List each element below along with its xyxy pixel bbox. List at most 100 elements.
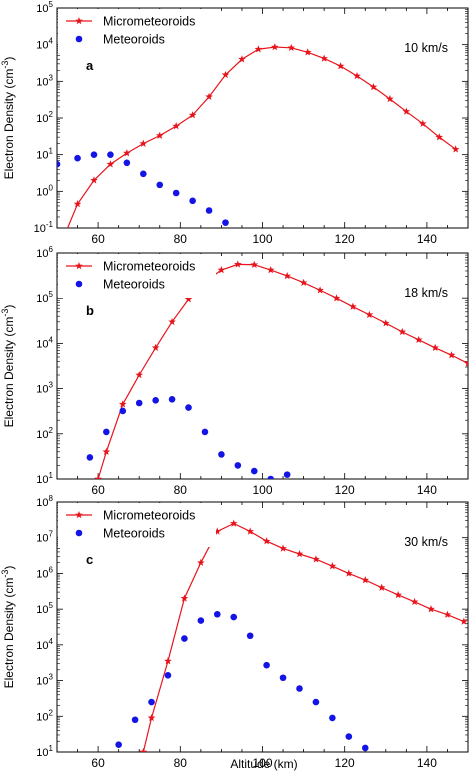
y-tick-label: 103 — [36, 673, 53, 688]
y-tick-label: 104 — [36, 335, 53, 350]
data-point-micrometeoroids — [90, 176, 98, 184]
y-tick-label: 102 — [36, 426, 53, 441]
data-point-meteoroids — [250, 467, 258, 475]
y-tick-label: 108 — [36, 494, 53, 509]
data-point-meteoroids — [57, 160, 61, 168]
data-point-micrometeoroids — [447, 351, 456, 359]
data-point-micrometeoroids — [316, 286, 324, 294]
data-point-meteoroids — [218, 451, 225, 458]
x-tick-label: 80 — [174, 483, 188, 497]
legend-swatch-dot — [75, 35, 83, 43]
legend-label: Meteoroids — [103, 278, 165, 292]
data-point-micrometeoroids — [250, 260, 259, 268]
x-tick-label: 60 — [91, 756, 105, 770]
data-point-micrometeoroids — [118, 400, 127, 408]
data-point-micrometeoroids — [172, 122, 180, 130]
data-point-micrometeoroids — [460, 617, 468, 625]
speed-annotation: 18 km/s — [404, 286, 448, 300]
data-point-micrometeoroids — [320, 54, 328, 62]
data-point-meteoroids — [361, 744, 369, 752]
data-point-micrometeoroids — [262, 537, 271, 545]
data-point-micrometeoroids — [402, 107, 411, 115]
data-point-meteoroids — [283, 471, 291, 478]
data-point-micrometeoroids — [168, 317, 176, 326]
data-point-meteoroids — [140, 170, 147, 178]
plot-area — [57, 43, 460, 228]
data-point-micrometeoroids — [238, 55, 246, 63]
legend-label: Micrometeoroids — [103, 509, 195, 523]
data-point-micrometeoroids — [336, 62, 345, 70]
data-point-meteoroids — [90, 151, 98, 158]
data-point-meteoroids — [222, 219, 229, 226]
data-point-micrometeoroids — [246, 527, 254, 535]
data-point-meteoroids — [119, 407, 127, 415]
speed-annotation: 30 km/s — [404, 535, 448, 549]
data-point-micrometeoroids — [217, 266, 226, 274]
data-point-micrometeoroids — [221, 70, 230, 79]
legend-label: Meteoroids — [103, 527, 165, 541]
x-tick-label: 100 — [252, 756, 272, 770]
data-point-meteoroids — [205, 207, 213, 214]
data-point-micrometeoroids — [73, 200, 82, 208]
data-point-micrometeoroids — [361, 576, 370, 584]
plot-frame — [56, 252, 469, 480]
data-point-meteoroids — [263, 661, 270, 669]
data-point-micrometeoroids — [382, 319, 390, 327]
data-point-micrometeoroids — [443, 610, 452, 618]
data-point-meteoroids — [74, 154, 81, 162]
data-point-meteoroids — [152, 397, 159, 404]
data-point-micrometeoroids — [295, 550, 304, 558]
data-point-micrometeoroids — [435, 133, 444, 141]
x-axis-label: Altitude (km) — [230, 757, 297, 771]
data-point-micrometeoroids — [279, 544, 287, 552]
data-point-micrometeoroids — [283, 271, 291, 280]
data-point-micrometeoroids — [234, 260, 242, 268]
data-point-meteoroids — [107, 151, 114, 158]
data-point-micrometeoroids — [229, 519, 238, 527]
panel-label: a — [86, 58, 94, 73]
data-point-micrometeoroids — [147, 713, 156, 722]
data-point-meteoroids — [246, 632, 254, 640]
plot-frame — [56, 7, 469, 229]
y-tick-label: 102 — [36, 110, 53, 125]
data-point-meteoroids — [329, 714, 336, 722]
y-tick-label: 106 — [36, 565, 53, 580]
series-line-micrometeoroids — [97, 263, 468, 479]
y-tick-label: 10-1 — [34, 220, 54, 235]
data-point-micrometeoroids — [377, 583, 386, 591]
data-point-meteoroids — [213, 610, 221, 618]
x-tick-label: 60 — [91, 232, 105, 246]
data-point-micrometeoroids — [188, 111, 197, 119]
x-tick-label: 100 — [252, 483, 272, 497]
data-point-micrometeoroids — [431, 343, 439, 352]
y-tick-label: 101 — [36, 147, 53, 162]
data-point-micrometeoroids — [102, 447, 111, 456]
x-tick-label: 140 — [417, 756, 437, 770]
data-point-meteoroids — [115, 741, 122, 749]
data-point-meteoroids — [148, 698, 155, 706]
y-tick-label: 105 — [36, 290, 53, 305]
data-point-micrometeoroids — [353, 71, 361, 80]
y-tick-label: 103 — [36, 381, 53, 396]
panel-label: b — [86, 303, 94, 318]
legend: Micrometeoroids Meteoroids — [58, 503, 216, 547]
data-point-micrometeoroids — [180, 594, 189, 602]
legend-swatch-dot — [75, 529, 83, 537]
plot-frame — [56, 501, 469, 753]
y-tick-label: 104 — [36, 637, 53, 652]
y-tick-label: 101 — [36, 471, 53, 486]
legend-swatch-star — [75, 511, 83, 519]
data-point-micrometeoroids — [394, 590, 402, 599]
data-point-meteoroids — [197, 617, 205, 624]
data-point-micrometeoroids — [123, 149, 131, 157]
data-point-micrometeoroids — [328, 562, 337, 570]
data-point-micrometeoroids — [398, 327, 407, 336]
data-point-meteoroids — [201, 428, 209, 436]
data-point-meteoroids — [230, 613, 238, 621]
legend-label: Micrometeoroids — [103, 260, 195, 274]
x-tick-label: 120 — [335, 483, 355, 497]
data-point-micrometeoroids — [345, 569, 353, 577]
data-point-meteoroids — [189, 197, 196, 205]
data-point-micrometeoroids — [386, 94, 394, 103]
data-point-micrometeoroids — [365, 310, 374, 318]
